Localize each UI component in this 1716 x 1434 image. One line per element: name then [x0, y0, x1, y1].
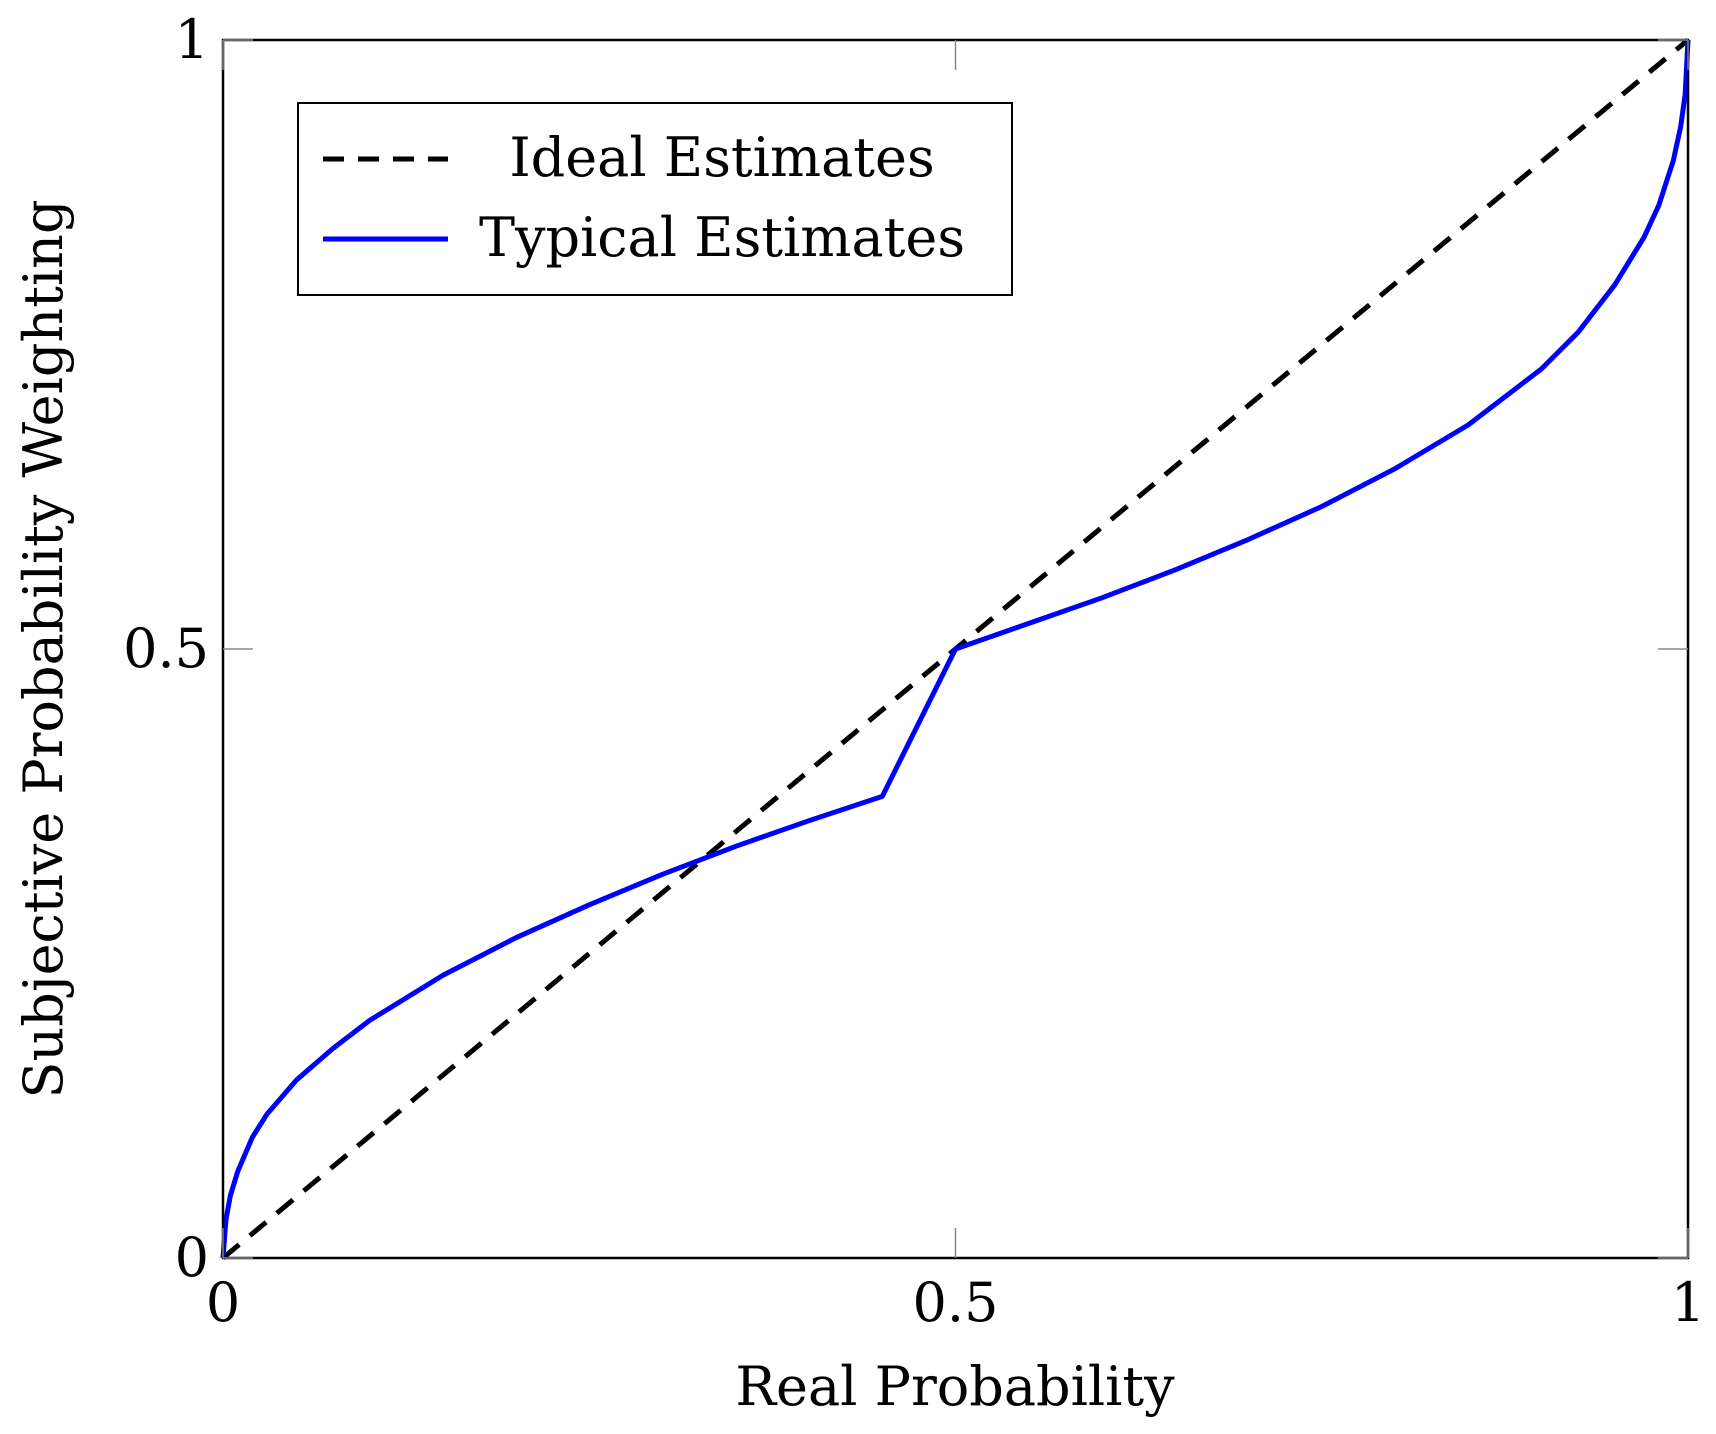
y-tick-label: 1 [175, 8, 209, 71]
legend-box [297, 102, 1013, 296]
y-tick-label: 0.5 [123, 617, 209, 680]
x-tick-label: 0 [206, 1271, 240, 1334]
series-line-typical-estimates [220, 39, 1691, 1259]
tick-layer: 0 0.5 1 0 0.5 1 [123, 8, 1705, 1334]
legend-label-typical: Typical Estimates [479, 206, 965, 269]
x-axis-label: Real Probability [735, 1355, 1175, 1418]
x-tick-label: 0.5 [913, 1271, 999, 1334]
x-tick-label: 1 [1671, 1271, 1705, 1334]
legend: Ideal Estimates Typical Estimates [297, 102, 1013, 296]
plot-layer [220, 38, 1691, 1260]
legend-label-ideal: Ideal Estimates [509, 126, 934, 189]
y-tick-label: 0 [175, 1226, 209, 1289]
y-axis-label: Subjective Probability Weighting [12, 199, 75, 1098]
